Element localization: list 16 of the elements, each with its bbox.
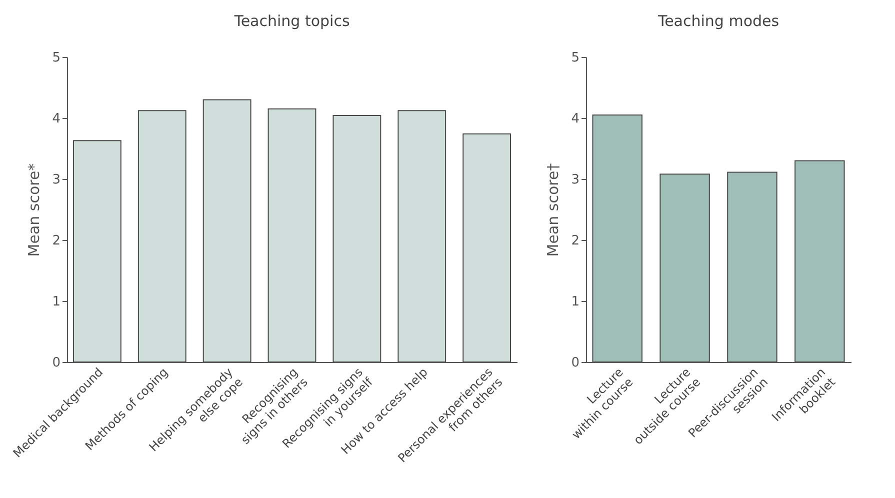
y-tick-label: 2 [571,234,580,248]
y-tick-label: 2 [52,234,60,248]
y-axis-title: Mean score* [25,162,44,257]
y-tick-label: 4 [571,112,580,126]
y-tick-label: 0 [52,356,60,370]
y-tick-label: 5 [52,50,60,66]
chart-title: Teaching topics [233,12,350,30]
y-tick-label: 3 [52,172,60,188]
y-tick-label: 0 [571,356,580,370]
y-tick-label: 3 [571,172,580,188]
y-tick-label: 1 [52,294,60,310]
y-tick-label: 4 [52,112,60,126]
y-tick-label: 5 [571,50,580,66]
y-axis-title: Mean score† [544,162,562,257]
y-tick-label: 1 [571,294,580,310]
chart-title: Teaching modes [656,12,780,30]
